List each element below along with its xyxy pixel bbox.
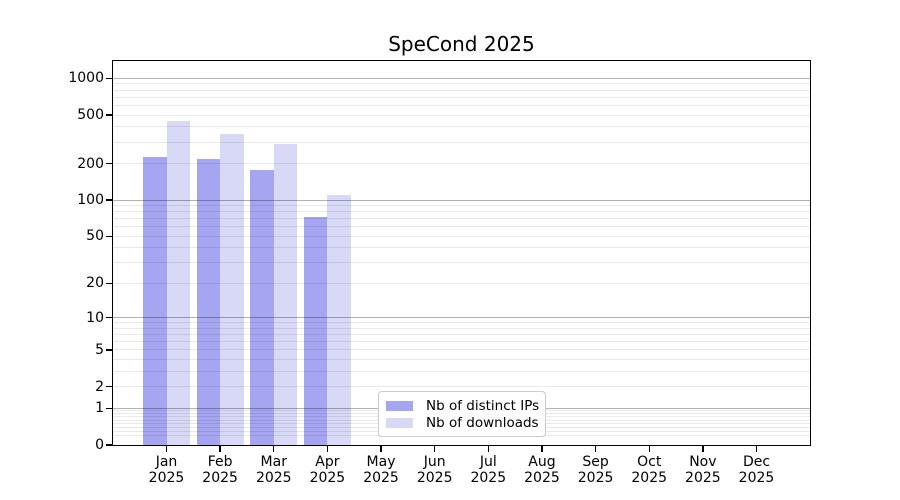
major-gridline	[113, 199, 810, 201]
minor-gridline	[113, 83, 810, 85]
major-gridline	[113, 317, 810, 319]
y-tick	[106, 444, 112, 446]
x-tick	[165, 446, 168, 452]
x-tick-label-jun: Jun 2025	[416, 454, 453, 486]
bar-distinct-ips-mar	[250, 170, 274, 445]
minor-gridline	[113, 262, 810, 264]
x-tick-label-sep: Sep 2025	[577, 454, 614, 486]
minor-gridline	[113, 370, 810, 372]
y-tick-label: 5	[95, 341, 104, 358]
y-tick	[106, 282, 112, 285]
x-tick-label-feb: Feb 2025	[202, 454, 238, 486]
x-tick	[755, 446, 758, 452]
x-tick	[219, 446, 221, 452]
bar-downloads-apr	[327, 195, 351, 445]
legend-item-downloads: Nb of downloads	[386, 415, 539, 431]
bar-distinct-ips-feb	[196, 159, 221, 445]
x-tick	[434, 446, 436, 452]
minor-gridline	[113, 341, 810, 343]
minor-gridline	[113, 141, 810, 143]
x-tick-label-oct: Oct 2025	[631, 454, 668, 486]
bar-downloads-jan	[166, 120, 190, 445]
minor-gridline	[113, 226, 810, 228]
y-tick-label: 1	[95, 400, 104, 417]
x-tick-label-nov: Nov 2025	[685, 454, 721, 486]
minor-gridline	[113, 247, 810, 249]
plot-area	[112, 60, 811, 446]
minor-gridline	[113, 104, 810, 106]
legend-item-distinct-ips: Nb of distinct IPs	[386, 398, 540, 414]
minor-gridline	[113, 327, 810, 329]
legend-swatch-downloads	[386, 418, 413, 428]
y-tick	[106, 349, 112, 351]
minor-gridline	[113, 163, 810, 165]
minor-gridline	[113, 211, 810, 213]
major-gridline	[113, 77, 810, 79]
minor-gridline	[113, 359, 810, 361]
minor-gridline	[113, 322, 810, 324]
legend-swatch-distinct-ips	[386, 401, 413, 411]
minor-gridline	[113, 218, 810, 220]
minor-gridline	[113, 386, 810, 388]
x-tick-label-aug: Aug 2025	[524, 454, 560, 486]
minor-gridline	[113, 126, 810, 128]
y-tick	[106, 235, 112, 237]
y-tick	[106, 386, 112, 388]
x-tick-label-jul: Jul 2025	[470, 454, 507, 486]
x-tick-label-may: May 2025	[363, 454, 399, 486]
chart-title: SpeCond 2025	[388, 32, 535, 56]
y-tick-label: 0	[95, 437, 104, 453]
minor-gridline	[113, 349, 810, 351]
x-tick	[326, 446, 329, 452]
x-tick	[273, 446, 275, 452]
x-tick	[541, 446, 543, 452]
y-tick-label: 100	[77, 192, 104, 209]
minor-gridline	[113, 114, 810, 116]
bar-distinct-ips-apr	[303, 216, 328, 445]
minor-gridline	[113, 334, 810, 336]
minor-gridline	[113, 96, 810, 98]
y-tick	[106, 199, 112, 201]
y-tick-label: 500	[77, 107, 104, 124]
minor-gridline	[113, 235, 810, 237]
x-tick	[648, 446, 650, 452]
minor-gridline	[113, 205, 810, 207]
x-tick-label-apr: Apr 2025	[309, 454, 346, 486]
y-tick	[106, 407, 112, 409]
y-tick-label: 50	[86, 228, 104, 245]
bar-distinct-ips-jan	[143, 157, 167, 445]
x-tick	[702, 446, 704, 452]
y-tick	[106, 162, 112, 165]
y-tick	[106, 317, 112, 319]
bar-downloads-mar	[273, 144, 298, 445]
legend-label-distinct-ips: Nb of distinct IPs	[426, 398, 540, 414]
y-tick	[106, 114, 112, 116]
legend-label-downloads: Nb of downloads	[426, 415, 539, 431]
y-tick-label: 20	[86, 275, 104, 292]
x-tick-label-mar: Mar 2025	[255, 454, 292, 486]
x-tick	[487, 446, 489, 452]
y-tick-label: 2	[95, 378, 104, 395]
bar-downloads-feb	[220, 134, 244, 445]
x-tick	[380, 446, 382, 452]
y-tick-label: 200	[77, 155, 104, 172]
y-tick-label: 1000	[68, 70, 104, 87]
minor-gridline	[113, 89, 810, 91]
legend: Nb of distinct IPs Nb of downloads	[378, 391, 546, 437]
minor-gridline	[113, 282, 810, 284]
y-tick	[106, 77, 112, 79]
x-tick	[594, 446, 597, 452]
x-tick-label-dec: Dec 2025	[738, 454, 775, 486]
y-tick-label: 10	[86, 309, 104, 326]
x-tick-label-jan: Jan 2025	[148, 454, 185, 486]
